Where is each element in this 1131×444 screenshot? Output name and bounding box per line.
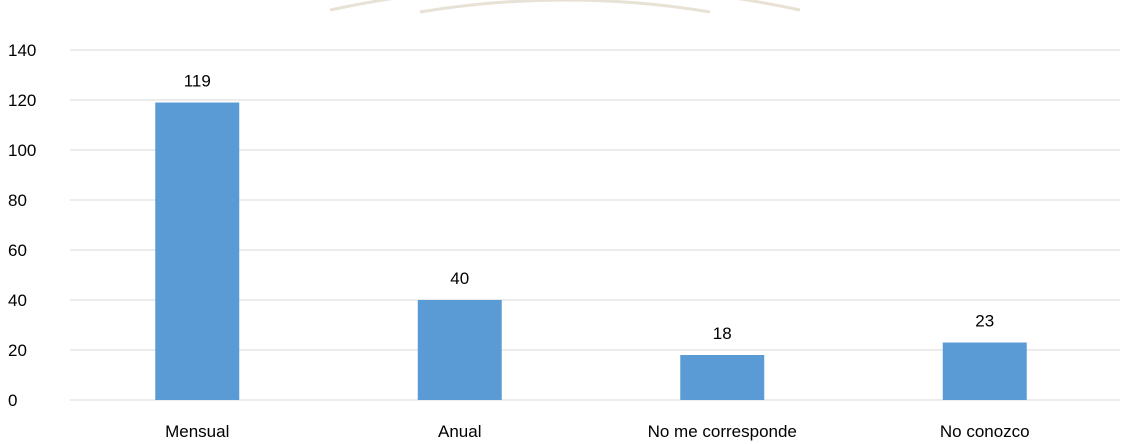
data-labels: 119 40 18 23 (184, 72, 995, 344)
bar-no-me-corresponde (680, 355, 765, 400)
y-tick-label: 80 (8, 191, 27, 210)
y-tick-label: 120 (8, 91, 36, 110)
bar-mensual (155, 102, 240, 400)
y-tick-label: 0 (8, 391, 17, 410)
category-label: No conozco (940, 422, 1030, 441)
bar-anual (417, 300, 502, 400)
y-axis-ticks: 0 20 40 60 80 100 120 140 (8, 41, 36, 410)
data-label: 40 (450, 269, 469, 288)
category-label: No me corresponde (648, 422, 797, 441)
category-label: Anual (438, 422, 481, 441)
bar-no-conozco (942, 342, 1027, 400)
y-tick-label: 40 (8, 291, 27, 310)
category-labels: Mensual Anual No me corresponde No conozco (165, 422, 1030, 441)
bars (155, 102, 1027, 400)
data-label: 23 (975, 312, 994, 331)
gridlines (70, 49, 1120, 401)
data-label: 119 (184, 72, 211, 91)
y-tick-label: 140 (8, 41, 36, 60)
y-tick-label: 60 (8, 241, 27, 260)
data-label: 18 (713, 324, 732, 343)
y-tick-label: 100 (8, 141, 36, 160)
watermark-seal (329, 0, 801, 14)
category-label: Mensual (165, 422, 229, 441)
y-tick-label: 20 (8, 341, 27, 360)
